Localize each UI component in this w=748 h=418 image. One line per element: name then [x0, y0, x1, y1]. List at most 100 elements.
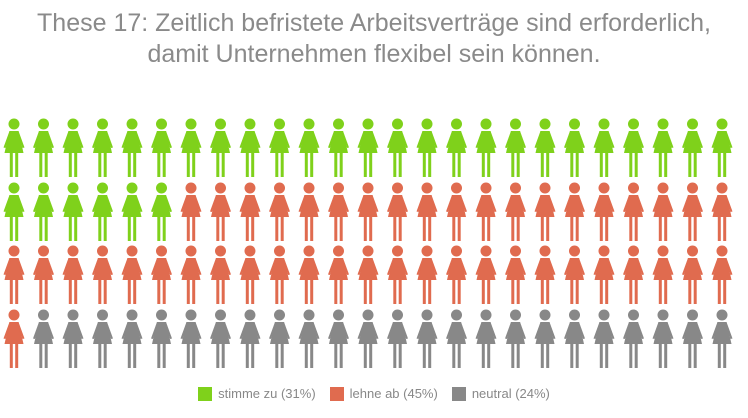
- woman-figure-icon: [92, 118, 113, 177]
- woman-figure-icon: [623, 118, 644, 177]
- woman-figure-icon: [92, 182, 113, 241]
- woman-figure-icon: [534, 182, 556, 241]
- chart-title: These 17: Zeitlich befristete Arbeitsver…: [0, 8, 748, 70]
- woman-figure-icon: [446, 245, 467, 304]
- woman-figure-icon: [62, 245, 84, 304]
- legend-label: stimme zu (31%): [218, 386, 316, 401]
- title-line-2: damit Unternehmen flexibel sein können.: [147, 40, 601, 68]
- woman-figure-icon: [652, 182, 674, 241]
- woman-figure-icon: [328, 118, 349, 177]
- woman-figure-icon: [269, 182, 290, 241]
- woman-figure-icon: [92, 245, 113, 304]
- woman-figure-icon: [239, 245, 261, 304]
- woman-figure-icon: [652, 118, 674, 177]
- woman-figure-icon: [564, 309, 585, 368]
- legend: stimme zu (31%) lehne ab (45%) neutral (…: [0, 386, 748, 401]
- woman-figure-icon: [180, 118, 202, 177]
- woman-figure-icon: [3, 245, 25, 304]
- woman-figure-icon: [269, 309, 290, 368]
- woman-figure-icon: [711, 309, 733, 368]
- woman-figure-icon: [357, 182, 379, 241]
- legend-swatch: [198, 386, 213, 401]
- legend-label: neutral (24%): [471, 386, 550, 401]
- legend-item-disagree: lehne ab (45%): [329, 386, 438, 401]
- woman-figure-icon: [33, 309, 54, 368]
- woman-figure-icon: [33, 182, 54, 241]
- woman-figure-icon: [534, 245, 556, 304]
- woman-figure-icon: [593, 182, 615, 241]
- woman-figure-icon: [475, 309, 497, 368]
- woman-figure-icon: [505, 309, 526, 368]
- woman-figure-icon: [180, 182, 202, 241]
- woman-figure-icon: [387, 245, 408, 304]
- woman-figure-icon: [475, 182, 497, 241]
- woman-figure-icon: [239, 182, 261, 241]
- woman-figure-icon: [682, 245, 703, 304]
- legend-swatch: [451, 386, 466, 401]
- woman-figure-icon: [210, 182, 231, 241]
- woman-figure-icon: [505, 182, 526, 241]
- woman-figure-icon: [416, 118, 438, 177]
- woman-figure-icon: [652, 309, 674, 368]
- woman-figure-icon: [711, 182, 733, 241]
- woman-figure-icon: [357, 309, 379, 368]
- woman-figure-icon: [564, 245, 585, 304]
- woman-figure-icon: [593, 118, 615, 177]
- woman-figure-icon: [298, 309, 320, 368]
- woman-figure-icon: [387, 182, 408, 241]
- woman-figure-icon: [210, 245, 231, 304]
- woman-figure-icon: [711, 118, 733, 177]
- woman-figure-icon: [62, 309, 84, 368]
- woman-figure-icon: [387, 118, 408, 177]
- woman-figure-icon: [121, 309, 143, 368]
- woman-figure-icon: [210, 309, 231, 368]
- woman-figure-icon: [564, 182, 585, 241]
- woman-figure-icon: [623, 182, 644, 241]
- woman-figure-icon: [682, 118, 703, 177]
- woman-figure-icon: [328, 245, 349, 304]
- woman-figure-icon: [534, 118, 556, 177]
- woman-figure-icon: [239, 309, 261, 368]
- woman-figure-icon: [33, 245, 54, 304]
- woman-figure-icon: [180, 309, 202, 368]
- woman-figure-icon: [151, 118, 172, 177]
- woman-figure-icon: [475, 245, 497, 304]
- woman-figure-icon: [121, 245, 143, 304]
- woman-figure-icon: [505, 118, 526, 177]
- woman-figure-icon: [269, 245, 290, 304]
- woman-figure-icon: [505, 245, 526, 304]
- woman-figure-icon: [446, 118, 467, 177]
- legend-item-agree: stimme zu (31%): [198, 386, 316, 401]
- legend-item-neutral: neutral (24%): [451, 386, 550, 401]
- woman-figure-icon: [33, 118, 54, 177]
- woman-figure-icon: [446, 309, 467, 368]
- woman-figure-icon: [564, 118, 585, 177]
- woman-figure-icon: [357, 245, 379, 304]
- woman-figure-icon: [62, 182, 84, 241]
- pictogram-chart: [3, 118, 733, 368]
- woman-figure-icon: [3, 182, 25, 241]
- woman-figure-icon: [92, 309, 113, 368]
- woman-figure-icon: [416, 245, 438, 304]
- woman-figure-icon: [269, 118, 290, 177]
- woman-figure-icon: [298, 118, 320, 177]
- woman-figure-icon: [239, 118, 261, 177]
- woman-figure-icon: [151, 309, 172, 368]
- woman-figure-icon: [121, 118, 143, 177]
- woman-figure-icon: [387, 309, 408, 368]
- woman-figure-icon: [121, 182, 143, 241]
- woman-figure-icon: [623, 309, 644, 368]
- woman-figure-icon: [446, 182, 467, 241]
- title-line-1: These 17: Zeitlich befristete Arbeitsver…: [37, 9, 711, 37]
- woman-figure-icon: [298, 182, 320, 241]
- woman-figure-icon: [180, 245, 202, 304]
- woman-figure-icon: [62, 118, 84, 177]
- woman-figure-icon: [682, 182, 703, 241]
- woman-figure-icon: [652, 245, 674, 304]
- woman-figure-icon: [151, 182, 172, 241]
- woman-figure-icon: [475, 118, 497, 177]
- woman-figure-icon: [534, 309, 556, 368]
- woman-figure-icon: [3, 118, 25, 177]
- woman-figure-icon: [623, 245, 644, 304]
- woman-figure-icon: [593, 245, 615, 304]
